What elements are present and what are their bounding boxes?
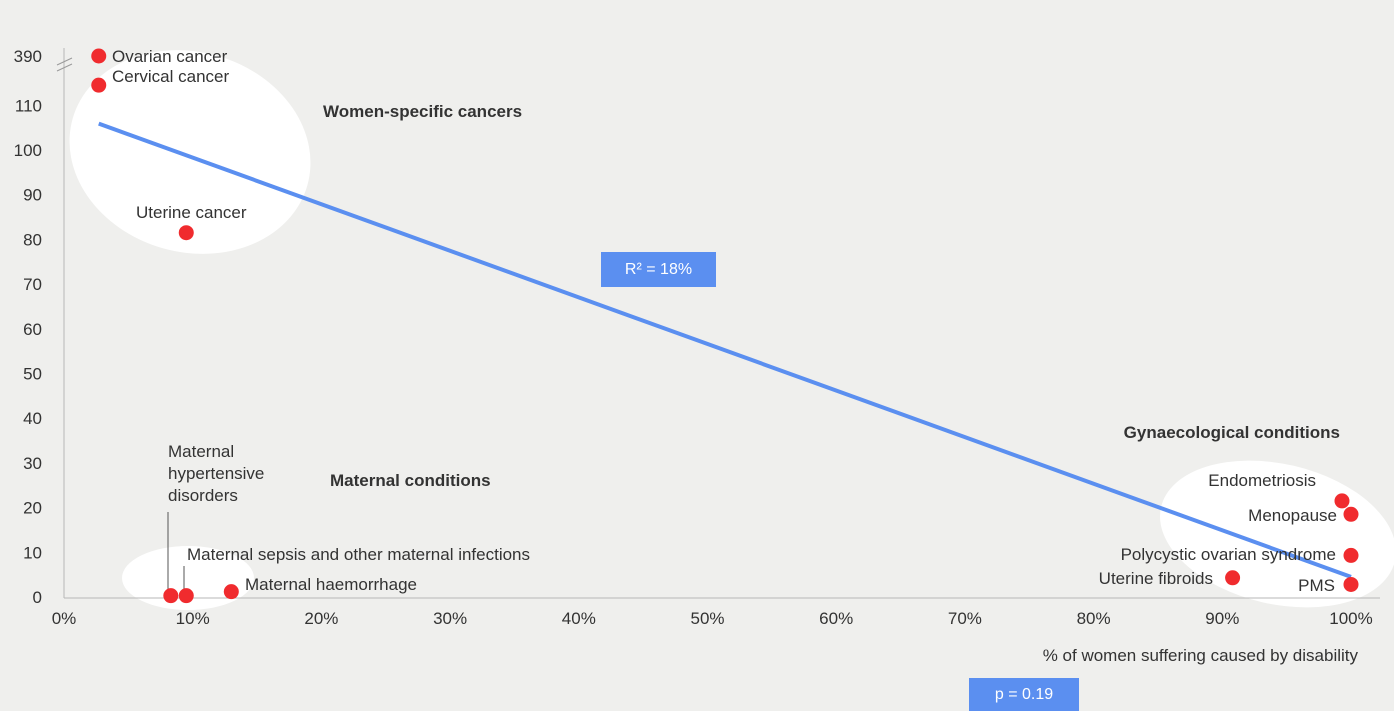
highlight-maternal-conditions: [122, 546, 254, 610]
y-tick-label: 390: [14, 47, 42, 66]
y-tick-label: 20: [23, 499, 42, 518]
group-label-gynaecological-conditions: Gynaecological conditions: [1124, 423, 1340, 442]
label-cervical-cancer: Cervical cancer: [112, 67, 229, 86]
label-polycystic-ovarian-syndrome: Polycystic ovarian syndrome: [1121, 545, 1336, 564]
x-tick-label: 60%: [819, 609, 853, 628]
y-tick-label: 110: [15, 96, 42, 115]
x-tick-label: 50%: [690, 609, 724, 628]
y-tick-label: 30: [23, 454, 42, 473]
data-point: [1334, 493, 1350, 509]
label-uterine-cancer: Uterine cancer: [136, 203, 247, 222]
highlight-women-specific-cancers: [69, 50, 311, 254]
y-tick-label: 90: [23, 186, 42, 205]
highlight-gynaecological-conditions: [1160, 460, 1394, 608]
x-tick-label: 80%: [1077, 609, 1111, 628]
x-tick-label: 30%: [433, 609, 467, 628]
y-tick-label: 80: [23, 230, 42, 249]
group-label-women-specific-cancers: Women-specific cancers: [323, 102, 522, 121]
data-point: [178, 225, 194, 241]
data-point: [178, 588, 194, 604]
x-tick-label: 20%: [304, 609, 338, 628]
label-ovarian-cancer: Ovarian cancer: [112, 47, 228, 66]
data-points: [91, 48, 1359, 604]
data-point: [1343, 576, 1359, 592]
y-tick-label: 10: [23, 543, 42, 562]
y-tick-label: 60: [23, 320, 42, 339]
x-tick-label: 0%: [52, 609, 77, 628]
y-tick-label: 70: [23, 275, 42, 294]
label-menopause: Menopause: [1248, 506, 1337, 525]
y-tick-label: 50: [23, 365, 42, 384]
label-maternal-haemorrhage: Maternal haemorrhage: [245, 575, 417, 594]
y-tick-label: 0: [33, 588, 42, 607]
data-point: [1225, 570, 1241, 586]
p-value-badge: p = 0.19: [969, 678, 1079, 711]
group-label-maternal-conditions: Maternal conditions: [330, 471, 491, 490]
r-squared-badge: R² = 18%: [601, 252, 716, 287]
y-tick-labels: 0 10 20 30 40 50 60 70 80 90 100 110 390: [14, 47, 42, 607]
label-uterine-fibroids: Uterine fibroids: [1099, 569, 1213, 588]
label-maternal-sepsis: Maternal sepsis and other maternal infec…: [187, 545, 530, 564]
data-point: [163, 588, 179, 604]
label-pms: PMS: [1298, 576, 1335, 595]
data-point: [223, 584, 239, 600]
x-tick-label: 40%: [562, 609, 596, 628]
x-axis-title: % of women suffering caused by disabilit…: [1042, 646, 1358, 665]
data-point: [1343, 506, 1359, 522]
trendline: [98, 121, 1352, 579]
x-tick-label: 100%: [1329, 609, 1372, 628]
data-point: [1343, 547, 1359, 563]
data-point: [91, 77, 107, 93]
label-endometriosis: Endometriosis: [1208, 471, 1316, 490]
x-tick-label: 70%: [948, 609, 982, 628]
data-point: [91, 48, 107, 64]
x-tick-label: 90%: [1205, 609, 1239, 628]
y-tick-label: 40: [23, 409, 42, 428]
y-tick-label: 100: [14, 141, 42, 160]
axis-break-icon: [56, 57, 73, 72]
x-tick-labels: 0% 10% 20% 30% 40% 50% 60% 70% 80% 90% 100%: [52, 609, 1373, 628]
x-tick-label: 10%: [176, 609, 210, 628]
label-maternal-hypertensive: Maternal hypertensive disorders: [168, 442, 269, 505]
